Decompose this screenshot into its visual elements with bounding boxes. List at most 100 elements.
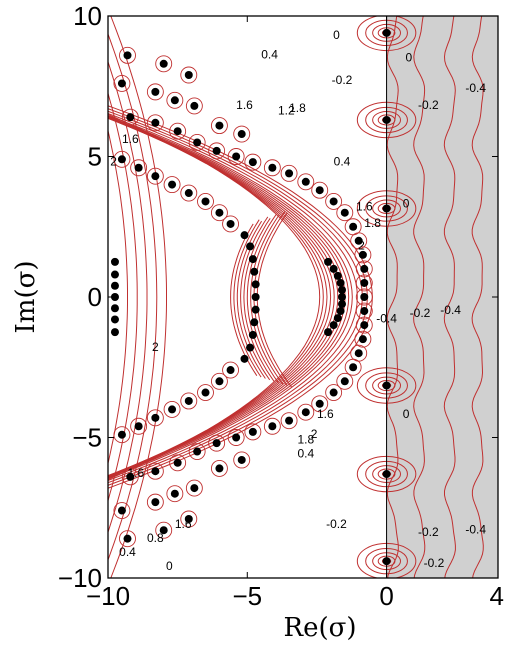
contour-line — [108, 116, 328, 478]
contour-label: 0.4 — [261, 48, 278, 62]
eigenvalue-marker — [360, 321, 369, 330]
contour-line — [110, 16, 167, 578]
contour-label: 0 — [166, 559, 173, 573]
marker-loop — [263, 159, 281, 177]
contour-line — [246, 213, 279, 383]
contour-label: 1.6 — [356, 199, 373, 213]
eigenvalue-marker — [237, 455, 246, 464]
eigenvalue-marker — [170, 489, 179, 498]
eigenvalue-marker — [248, 158, 257, 167]
contour-label: 2 — [152, 340, 159, 354]
contour-label: -0.4 — [465, 522, 486, 536]
marker-loop — [355, 316, 373, 334]
eigenvalue-marker — [338, 300, 346, 309]
plot-area: 00.4-0.20-0.2-0.41.21.6 1.81.62 0.41.61.82… — [108, 16, 498, 578]
x-tick-label: 0 — [379, 581, 393, 611]
eigenvalue-marker — [251, 305, 260, 314]
eigenvalue-marker — [151, 172, 160, 181]
eigenvalue-marker — [193, 138, 202, 147]
contour-label: 0 — [333, 28, 340, 42]
y-axis-label: Im(σ) — [11, 261, 41, 334]
eigenvalue-marker — [201, 197, 210, 206]
marker-loop — [325, 193, 343, 210]
eigenvalue-marker — [110, 328, 119, 337]
contour-label: 1.6 — [128, 466, 145, 480]
marker-loop — [263, 417, 281, 435]
eigenvalue-marker — [382, 28, 391, 37]
eigenvalue-marker — [382, 470, 391, 479]
eigenvalue-marker — [315, 186, 324, 195]
marker-loop — [233, 451, 251, 469]
marker-loop — [280, 412, 298, 430]
eigenvalue-marker — [268, 163, 277, 172]
marker-loop — [355, 274, 373, 292]
eigenvalue-marker — [358, 335, 367, 344]
eigenvalue-marker — [237, 130, 246, 139]
contour-label: -0.2 — [410, 306, 431, 320]
eigenvalue-marker — [117, 155, 126, 164]
eigenvalue-marker — [110, 281, 119, 290]
right-half-plane-shading — [386, 16, 498, 578]
contour-line — [108, 113, 321, 481]
contour-line — [108, 32, 158, 562]
marker-loop — [280, 164, 298, 182]
contour-label: -0.2 — [326, 517, 347, 531]
eigenvalue-marker — [151, 498, 160, 507]
eigenvalue-marker — [333, 271, 342, 280]
eigenvalue-marker — [110, 270, 119, 279]
marker-loop — [188, 133, 206, 151]
y-axis-ticks: 10 5 0 −5 −10 — [58, 1, 498, 593]
eigenvalue-marker — [226, 366, 235, 375]
contour-label: 1.8 — [364, 216, 381, 230]
eigenvalue-marker — [151, 87, 160, 96]
contour-label: 2 — [110, 154, 117, 168]
eigenvalue-marker — [336, 278, 345, 287]
contour-label: 1.6 — [317, 407, 334, 421]
eigenvalue-marker — [349, 222, 358, 231]
marker-loop — [197, 193, 214, 210]
contour-label: 1.6 — [175, 517, 192, 531]
eigenvalue-marker — [354, 349, 363, 358]
marker-loop — [210, 459, 228, 477]
marker-loop — [208, 142, 226, 160]
contour-label: 1.6 — [236, 98, 253, 112]
eigenvalue-marker — [285, 169, 294, 178]
contour-label: 0.4 — [297, 447, 314, 461]
eigenvalue-marker — [168, 405, 177, 414]
eigenvalue-marker — [315, 399, 324, 408]
contour-label: 0.8 — [147, 531, 164, 545]
eigenvalue-marker — [240, 354, 249, 363]
marker-loop — [169, 454, 187, 472]
eigenvalue-marker — [212, 439, 221, 448]
marker-loop — [155, 55, 173, 73]
eigenvalue-marker — [215, 121, 224, 130]
contour-label: 0 — [403, 407, 410, 421]
eigenvalue-marker — [340, 208, 349, 217]
contour-label: 0.4 — [119, 545, 136, 559]
y-tick-label: −10 — [58, 563, 102, 593]
eigenvalue-marker — [215, 208, 224, 217]
marker-loop — [166, 91, 184, 109]
eigenvalue-marker — [159, 59, 168, 68]
y-tick-label: 10 — [73, 1, 102, 31]
eigenvalue-marker — [193, 447, 202, 456]
eigenvalue-marker — [110, 304, 119, 313]
eigenvalue-marker — [215, 377, 224, 386]
eigenvalue-marker — [110, 315, 119, 324]
eigenvalue-marker — [251, 280, 260, 289]
marker-loop — [222, 215, 240, 233]
contour-line — [243, 218, 275, 382]
marker-loop — [197, 384, 214, 401]
eigenvalue-marker — [360, 264, 369, 273]
contour-line — [108, 117, 339, 477]
y-tick-label: 5 — [88, 142, 102, 172]
contour-label: -0.2 — [424, 556, 445, 570]
contour-line — [233, 219, 262, 378]
eigenvalue-marker — [117, 506, 126, 515]
contour-label: -0.4 — [465, 81, 486, 95]
eigenvalue-marker — [340, 377, 349, 386]
marker-loop — [146, 114, 164, 132]
eigenvalue-marker — [349, 363, 358, 372]
eigenvalue-markers — [110, 28, 391, 566]
eigenvalue-marker — [354, 236, 363, 245]
